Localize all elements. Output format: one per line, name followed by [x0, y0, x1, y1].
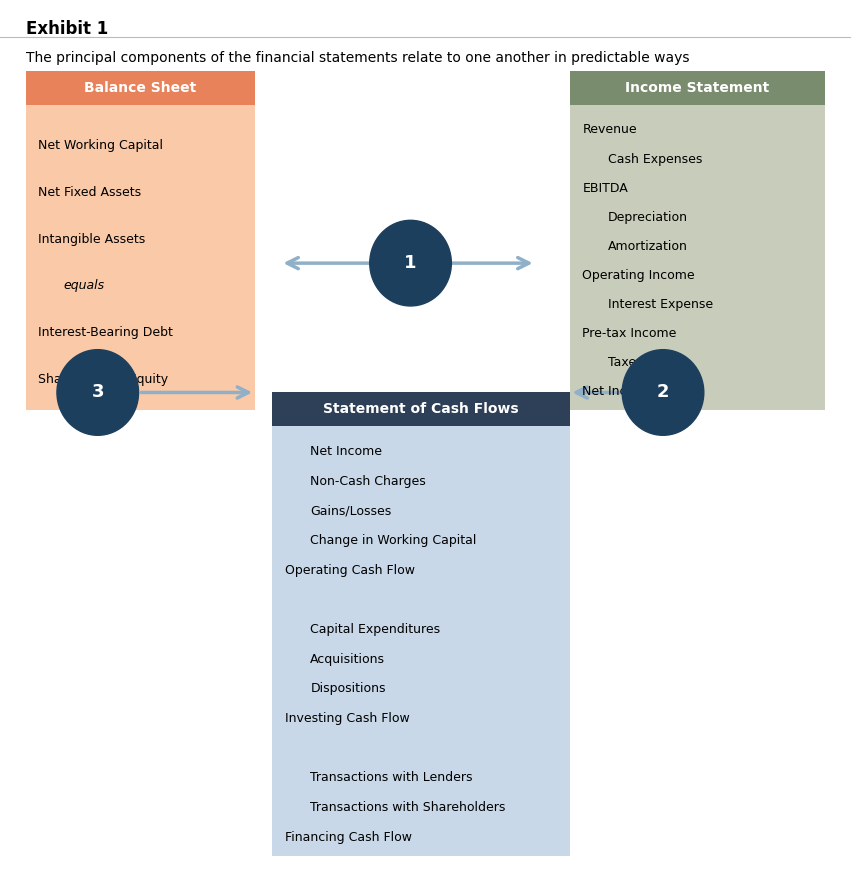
Text: Net Working Capital: Net Working Capital [38, 138, 163, 152]
Text: Exhibit 1: Exhibit 1 [26, 20, 108, 37]
Text: equals: equals [64, 279, 105, 293]
Text: 2: 2 [657, 384, 670, 401]
Circle shape [622, 350, 704, 435]
Text: Capital Expenditures: Capital Expenditures [310, 623, 441, 636]
Text: Transactions with Shareholders: Transactions with Shareholders [310, 801, 505, 814]
Text: Acquisitions: Acquisitions [310, 653, 385, 665]
Bar [569, 71, 824, 105]
Text: 1: 1 [404, 254, 416, 272]
Text: Operating Cash Flow: Operating Cash Flow [285, 564, 415, 577]
Text: Pre-tax Income: Pre-tax Income [582, 326, 677, 340]
Bar [272, 392, 569, 426]
Text: Operating Income: Operating Income [582, 268, 695, 282]
Text: The principal components of the financial statements relate to one another in pr: The principal components of the financia… [26, 51, 689, 65]
Text: Transactions with Lenders: Transactions with Lenders [310, 772, 473, 784]
Text: Change in Working Capital: Change in Working Capital [310, 534, 477, 547]
Circle shape [57, 350, 138, 435]
Text: 3: 3 [92, 384, 104, 401]
Text: Balance Sheet: Balance Sheet [84, 81, 196, 95]
Text: Amortization: Amortization [607, 240, 688, 252]
Text: Net Income: Net Income [582, 385, 654, 398]
Text: Net Fixed Assets: Net Fixed Assets [38, 186, 142, 199]
Text: Income Statement: Income Statement [625, 81, 769, 95]
Text: Gains/Losses: Gains/Losses [310, 504, 391, 517]
Text: Non-Cash Charges: Non-Cash Charges [310, 475, 426, 488]
Text: Net Income: Net Income [310, 445, 382, 458]
Text: Taxes: Taxes [607, 356, 642, 369]
Text: Cash Expenses: Cash Expenses [607, 153, 702, 166]
Bar [272, 426, 569, 856]
Text: Interest-Bearing Debt: Interest-Bearing Debt [38, 326, 173, 339]
Bar [26, 105, 255, 410]
Text: Shareholders’ Equity: Shareholders’ Equity [38, 374, 168, 386]
Bar [26, 71, 255, 105]
Text: Statement of Cash Flows: Statement of Cash Flows [323, 402, 518, 417]
Text: Investing Cash Flow: Investing Cash Flow [285, 712, 410, 725]
Text: EBITDA: EBITDA [582, 182, 628, 194]
Text: Depreciation: Depreciation [607, 211, 688, 224]
Text: Intangible Assets: Intangible Assets [38, 233, 145, 245]
Circle shape [370, 220, 451, 306]
Text: Interest Expense: Interest Expense [607, 298, 713, 310]
Text: Dispositions: Dispositions [310, 682, 385, 695]
Text: Revenue: Revenue [582, 123, 637, 136]
Bar [569, 105, 824, 410]
Text: Financing Cash Flow: Financing Cash Flow [285, 830, 412, 844]
